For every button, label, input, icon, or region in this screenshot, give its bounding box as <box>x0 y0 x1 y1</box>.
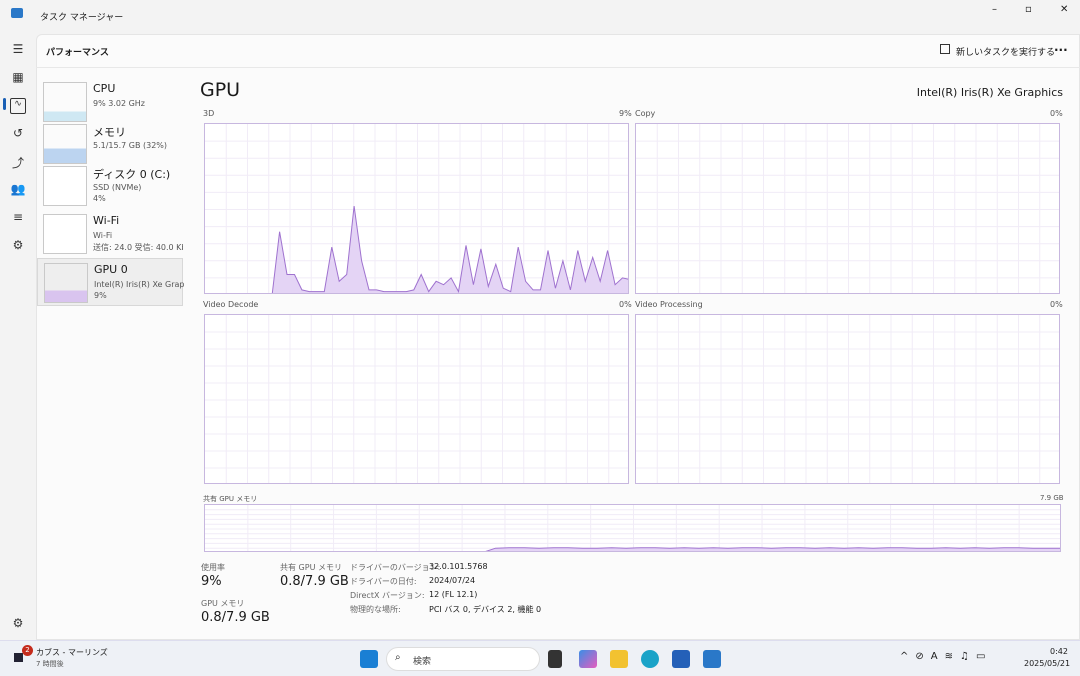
sub: 9% <box>94 291 107 300</box>
gpu-thumbnail <box>44 263 88 303</box>
close-button[interactable]: ✕ <box>1060 4 1069 15</box>
sidebar-item-wifi[interactable]: Wi-Fi Wi-Fi 送信: 24.0 受信: 40.0 Kbps <box>37 210 183 258</box>
users-icon[interactable]: 👥 <box>10 182 26 196</box>
engine-processing-label[interactable]: Video Processing <box>635 300 703 309</box>
shared-mem-stat-value: 0.8/7.9 GB <box>280 574 349 589</box>
label: メモリ <box>93 126 126 139</box>
engine-3d-label[interactable]: 3D <box>203 109 215 118</box>
sidebar-item-disk[interactable]: ディスク 0 (C:) SSD (NVMe) 4% <box>37 162 183 210</box>
engine-decode-label[interactable]: Video Decode <box>203 300 259 309</box>
detail-value: 2024/07/24 <box>429 576 476 585</box>
task-view-icon[interactable] <box>548 650 562 668</box>
store-icon[interactable] <box>672 650 690 668</box>
sidebar-item-gpu[interactable]: GPU 0 Intel(R) Iris(R) Xe Graphics 9% <box>37 258 184 306</box>
app-icon <box>11 8 23 18</box>
weather-title[interactable]: カブス - マーリンズ <box>36 648 108 657</box>
start-icon[interactable] <box>360 650 378 668</box>
nav-rail: ☰ ▦ ∿ ↺ ⤴ 👥 ≡ ⚙ ⚙ <box>0 34 36 640</box>
sub: Intel(R) Iris(R) Xe Graphics <box>94 280 184 289</box>
shared-mem-max: 7.9 GB <box>1040 494 1064 502</box>
utilization-value: 9% <box>201 574 222 589</box>
weather-sub: 7 時間後 <box>36 660 64 668</box>
services-icon[interactable]: ⚙ <box>12 238 24 252</box>
weather-icon[interactable] <box>14 653 23 662</box>
detail-value: 12 (FL 12.1) <box>429 590 478 599</box>
search-label: 検索 <box>413 657 432 667</box>
sub: 5.1/15.7 GB (32%) <box>93 141 168 150</box>
engine-3d-pct: 9% <box>619 109 632 118</box>
minimize-button[interactable]: – <box>992 4 997 15</box>
label: CPU <box>93 82 116 95</box>
performance-icon[interactable]: ∿ <box>10 98 26 114</box>
processes-icon[interactable]: ▦ <box>12 70 24 84</box>
window-title: タスク マネージャー <box>40 13 124 23</box>
wifi-thumbnail <box>43 214 87 254</box>
clock-date[interactable]: 2025/05/21 <box>1024 659 1071 668</box>
detail-label: ドライバーの日付: <box>350 577 417 586</box>
3d-usage-area <box>271 206 628 293</box>
sub: 送信: 24.0 受信: 40.0 Kbps <box>93 243 183 252</box>
engine-copy-pct: 0% <box>1050 109 1063 118</box>
gpu-title: GPU <box>200 79 241 101</box>
graph-video-decode <box>204 314 629 484</box>
detail-label: 物理的な場所: <box>350 605 401 614</box>
label: GPU 0 <box>94 263 128 276</box>
graph-3d <box>204 123 629 294</box>
label: ディスク 0 (C:) <box>93 168 171 181</box>
search-box[interactable]: ⌕ 検索 <box>386 647 540 671</box>
sub: 4% <box>93 194 106 203</box>
graph-video-processing <box>635 314 1060 484</box>
sub: 9% 3.02 GHz <box>93 99 146 108</box>
shared-memory-area <box>485 547 1060 551</box>
page-title: パフォーマンス <box>46 48 109 58</box>
graph-copy <box>635 123 1060 294</box>
new-task-icon <box>940 44 950 54</box>
shared-mem-label: 共有 GPU メモリ <box>203 495 258 503</box>
memory-thumbnail <box>43 124 87 164</box>
startup-icon[interactable]: ⤴ <box>11 156 24 170</box>
sidebar-item-memory[interactable]: メモリ 5.1/15.7 GB (32%) <box>37 120 183 168</box>
disk-thumbnail <box>43 166 87 206</box>
gpu-adapter-name: Intel(R) Iris(R) Xe Graphics <box>916 86 1063 99</box>
maximize-button[interactable]: ▫ <box>1025 4 1032 15</box>
detail-label: ドライバーのバージョン: <box>350 563 441 572</box>
detail-value: PCI バス 0, デバイス 2, 機能 0 <box>429 605 542 614</box>
clock-time[interactable]: 0:42 <box>1050 647 1068 656</box>
engine-copy-label[interactable]: Copy <box>635 109 656 118</box>
page-header: パフォーマンス 新しいタスクを実行する ... <box>36 34 1080 68</box>
copilot-icon[interactable] <box>579 650 597 668</box>
notification-badge: 2 <box>22 645 33 656</box>
sub: Wi-Fi <box>93 231 113 240</box>
tray-icons[interactable]: ^⊘A≋♫▭ <box>900 651 993 662</box>
sidebar-item-cpu[interactable]: CPU 9% 3.02 GHz <box>37 78 183 126</box>
menu-icon[interactable]: ☰ <box>12 42 24 56</box>
search-icon: ⌕ <box>395 652 401 663</box>
cpu-thumbnail <box>43 82 87 122</box>
detail-value: 32.0.101.5768 <box>429 562 488 571</box>
file-explorer-icon[interactable] <box>610 650 628 668</box>
app-history-icon[interactable]: ↺ <box>12 126 24 140</box>
details-icon[interactable]: ≡ <box>12 210 24 224</box>
settings-icon[interactable]: ⚙ <box>12 616 24 630</box>
title-bar: タスク マネージャー – ▫ ✕ <box>0 0 1080 34</box>
more-button[interactable]: ... <box>1054 40 1068 54</box>
task-manager-icon[interactable] <box>703 650 721 668</box>
shared-mem-stat-label: 共有 GPU メモリ <box>280 563 342 572</box>
engine-decode-pct: 0% <box>619 300 632 309</box>
sub: SSD (NVMe) <box>93 183 142 192</box>
label: Wi-Fi <box>93 214 120 227</box>
utilization-label: 使用率 <box>201 563 225 572</box>
edge-icon[interactable] <box>641 650 659 668</box>
taskbar: 2 カブス - マーリンズ 7 時間後 ⌕ 検索 ^⊘A≋♫▭ 0:42 202… <box>0 640 1080 676</box>
detail-label: DirectX バージョン: <box>350 591 425 600</box>
graph-shared-memory <box>204 504 1061 552</box>
new-task-button[interactable]: 新しいタスクを実行する <box>956 48 1056 58</box>
selected-indicator <box>3 98 6 110</box>
gpu-mem-value: 0.8/7.9 GB <box>201 610 270 625</box>
gpu-mem-label: GPU メモリ <box>201 599 245 608</box>
engine-processing-pct: 0% <box>1050 300 1063 309</box>
